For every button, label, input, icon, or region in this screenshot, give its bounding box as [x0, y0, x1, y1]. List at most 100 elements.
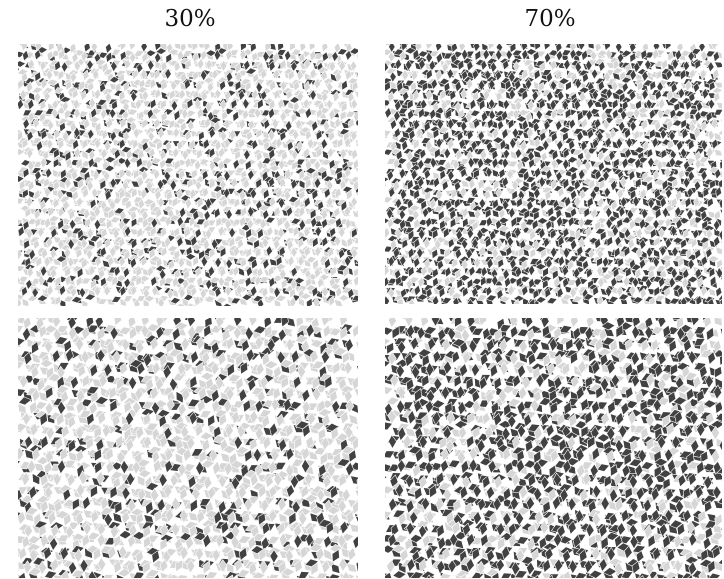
rhombus-tile: [213, 207, 221, 219]
rhombus-tile: [600, 166, 614, 175]
rhombus-tile: [27, 180, 35, 192]
rhombus-tile: [682, 228, 690, 240]
rhombus-tile: [244, 81, 252, 92]
rhombus-tile: [485, 166, 493, 179]
rhombus-tile: [584, 150, 592, 163]
rhombus-tile: [638, 217, 647, 231]
rhombus-tile: [27, 98, 35, 111]
rhombus-tile: [64, 266, 72, 278]
rhombus-tile: [327, 146, 335, 159]
rhombus-tile: [145, 158, 153, 171]
rhombus-tile: [653, 285, 661, 298]
rhombus-tile: [283, 219, 291, 232]
rhombus-tile: [682, 60, 691, 72]
rhombus-tile: [298, 52, 306, 64]
rhombus-tile: [136, 226, 144, 239]
rhombus-tile: [473, 168, 480, 180]
rhombus-tile: [217, 276, 226, 288]
rhombus-tile: [700, 138, 709, 152]
rhombus-tile: [502, 59, 510, 71]
rhombus-tile: [498, 167, 506, 180]
rhombus-tile: [432, 171, 441, 180]
rhombus-tile: [215, 189, 223, 201]
rhombus-tile: [431, 228, 439, 240]
rhombus-tile: [687, 258, 695, 271]
rhombus-tile: [132, 169, 140, 180]
rhombus-tile: [39, 156, 48, 169]
rhombus-tile: [437, 209, 445, 222]
rhombus-tile: [352, 158, 358, 171]
rhombus-tile: [211, 237, 219, 251]
rhombus-tile: [21, 297, 30, 306]
rhombus-tile: [715, 101, 722, 110]
rhombus-tile: [173, 249, 181, 261]
rhombus-tile: [434, 147, 441, 159]
rhombus-tile: [319, 255, 330, 263]
rhombus-tile: [326, 196, 334, 208]
rhombus-tile: [131, 138, 139, 150]
rhombus-tile: [136, 176, 145, 188]
rhombus-tile: [286, 239, 294, 251]
rhombus-tile: [412, 89, 420, 102]
rhombus-tile: [269, 196, 277, 208]
rhombus-tile: [385, 139, 387, 142]
rhombus-tile: [702, 187, 710, 198]
rhombus-tile: [80, 89, 88, 102]
rhombus-tile: [699, 68, 707, 81]
rhombus-tile: [104, 91, 112, 104]
rhombus-tile: [165, 52, 173, 64]
rhombus-tile: [214, 139, 222, 152]
rhombus-tile: [176, 49, 184, 62]
rhombus-tile: [67, 185, 80, 193]
rhombus-tile: [137, 197, 146, 211]
rhombus-tile: [159, 277, 166, 288]
rhombus-tile: [671, 246, 679, 258]
rhombus-tile: [157, 196, 165, 209]
rhombus-tile: [140, 187, 148, 200]
rhombus-tile: [440, 99, 448, 112]
rhombus-tile: [244, 67, 258, 75]
rhombus-tile: [65, 157, 73, 169]
rhombus-tile: [119, 285, 127, 297]
rhombus-tile: [267, 265, 275, 277]
rhombus-tile: [311, 188, 319, 201]
rhombus-tile: [444, 266, 452, 278]
rhombus-tile: [266, 338, 276, 353]
rhombus-tile: [310, 339, 324, 349]
rhombus-tile: [99, 108, 108, 121]
rhombus-tile: [33, 188, 41, 201]
rhombus-tile: [245, 247, 253, 259]
rhombus-tile: [149, 336, 159, 352]
rhombus-tile: [184, 156, 192, 169]
rhombus-tile: [544, 190, 552, 202]
rhombus-tile: [219, 178, 227, 191]
rhombus-tile: [435, 69, 443, 82]
rhombus-tile: [665, 187, 673, 200]
rhombus-tile: [485, 216, 493, 228]
rhombus-tile: [31, 352, 41, 364]
rhombus-tile: [18, 153, 19, 157]
rhombus-tile: [339, 326, 348, 341]
rhombus-tile: [119, 117, 127, 130]
rhombus-tile: [285, 206, 294, 218]
rhombus-tile: [629, 189, 637, 201]
rhombus-tile: [278, 177, 287, 189]
rhombus-tile: [547, 206, 555, 218]
rhombus-tile: [92, 68, 100, 81]
rhombus-tile: [597, 276, 605, 289]
rhombus-tile: [180, 336, 190, 352]
rhombus-tile: [596, 265, 604, 278]
rhombus-tile: [453, 180, 462, 192]
rhombus-tile: [715, 186, 722, 198]
rhombus-tile: [121, 337, 131, 353]
rhombus-tile: [394, 58, 402, 71]
rhombus-tile: [664, 258, 672, 270]
rhombus-tile: [693, 180, 702, 192]
rhombus-tile: [385, 61, 389, 73]
rhombus-tile: [336, 170, 343, 181]
rhombus-tile: [588, 178, 596, 191]
rhombus-tile: [213, 48, 222, 62]
rhombus-tile: [243, 148, 251, 161]
rhombus-tile: [492, 198, 499, 210]
rhombus-tile: [635, 99, 642, 111]
